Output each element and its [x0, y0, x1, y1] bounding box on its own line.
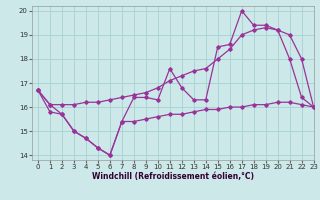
X-axis label: Windchill (Refroidissement éolien,°C): Windchill (Refroidissement éolien,°C) — [92, 172, 254, 181]
